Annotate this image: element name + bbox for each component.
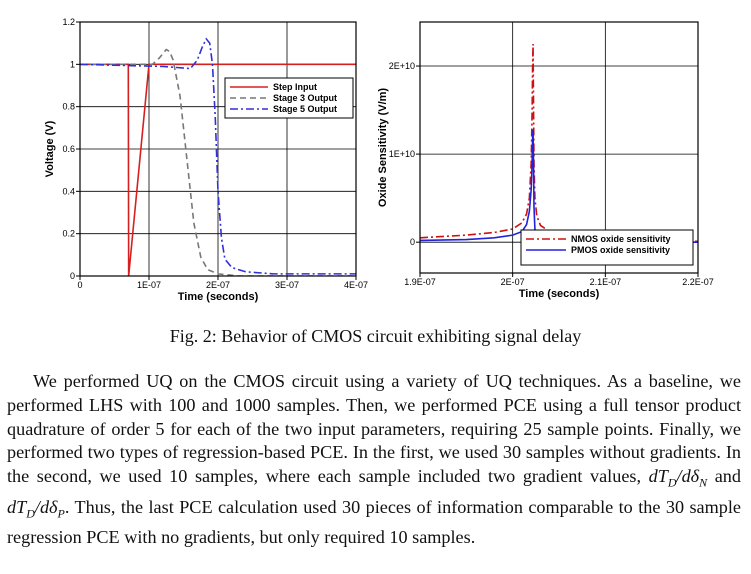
voltage-y-tick-label: 1.2	[62, 17, 75, 27]
oxide-x-axis-label: Time (seconds)	[519, 288, 600, 300]
voltage-y-tick-label: 0.6	[62, 144, 75, 154]
oxide-series-pmos-oxide-sensitivity	[420, 129, 698, 243]
figure-2: 0 1E-07 2E-07 3E-07 4E-07 0 0.2 0.4 0.6 0.8 1 1.2 Ti…	[44, 17, 714, 303]
voltage-y-axis-label: Voltage (V)	[44, 120, 56, 177]
oxide-x-tick-label: 2E-07	[501, 277, 525, 287]
figure-caption: Fig. 2: Behavior of CMOS circuit exhibit…	[169, 326, 582, 346]
voltage-x-axis-label: Time (seconds)	[178, 291, 259, 303]
oxide-plot-frame	[419, 21, 699, 274]
oxide-y-tick-label: 0	[410, 237, 415, 247]
voltage-x-tick-label: 1E-07	[137, 280, 161, 290]
voltage-x-tick-label: 3E-07	[275, 280, 299, 290]
oxide-legend-entry: PMOS oxide sensitivity	[571, 245, 670, 255]
oxide-y-axis-label: Oxide Sensitivity (V/m)	[377, 88, 389, 208]
voltage-y-tick-label: 0	[70, 271, 75, 281]
oxide-y-tick-label: 1E+10	[389, 149, 415, 159]
voltage-x-tick-label: 2E-07	[206, 280, 230, 290]
oxide-x-tick-label: 2.1E-07	[590, 277, 622, 287]
voltage-y-tick-label: 0.4	[62, 186, 75, 196]
paragraph-text-1: We performed UQ on the CMOS circuit usin…	[7, 371, 741, 487]
oxide-sensitivity-chart: 1.9E-07 2E-07 2.1E-07 2.2E-07 0 1E+10 2E+10 Tim…	[377, 21, 714, 300]
paragraph-and: and	[714, 466, 741, 487]
oxide-legend-entry: NMOS oxide sensitivity	[571, 234, 671, 244]
voltage-series-stage-5-output	[80, 37, 356, 275]
voltage-plot-frame	[79, 21, 357, 277]
voltage-chart: 0 1E-07 2E-07 3E-07 4E-07 0 0.2 0.4 0.6 0.8 1 1.2 Ti…	[44, 17, 368, 303]
oxide-series-nmos-oxide-sensitivity	[420, 44, 698, 243]
voltage-y-tick-label: 0.8	[62, 102, 75, 112]
math-dTD-ddeltaP: dTD/dδP	[7, 496, 65, 521]
voltage-legend-box	[224, 77, 354, 119]
voltage-legend-entry: Stage 3 Output	[273, 93, 337, 103]
voltage-legend-entry: Stage 5 Output	[273, 104, 337, 114]
voltage-x-tick-label: 0	[77, 280, 82, 290]
oxide-legend-box	[520, 229, 694, 266]
voltage-series-stage-3-output	[80, 48, 356, 276]
voltage-y-tick-label: 0.2	[62, 229, 75, 239]
voltage-y-tick-label: 1	[70, 59, 75, 69]
body-paragraph: We performed UQ on the CMOS circuit usin…	[7, 370, 741, 550]
oxide-x-tick-label: 1.9E-07	[404, 277, 436, 287]
voltage-legend-entry: Step Input	[273, 82, 317, 92]
voltage-x-tick-label: 4E-07	[344, 280, 368, 290]
math-dTD-ddeltaN: dTD/dδN	[648, 466, 708, 490]
oxide-x-tick-label: 2.2E-07	[682, 277, 714, 287]
paragraph-text-2: . Thus, the last PCE calculation used 30…	[7, 496, 741, 548]
oxide-y-tick-label: 2E+10	[389, 61, 415, 71]
